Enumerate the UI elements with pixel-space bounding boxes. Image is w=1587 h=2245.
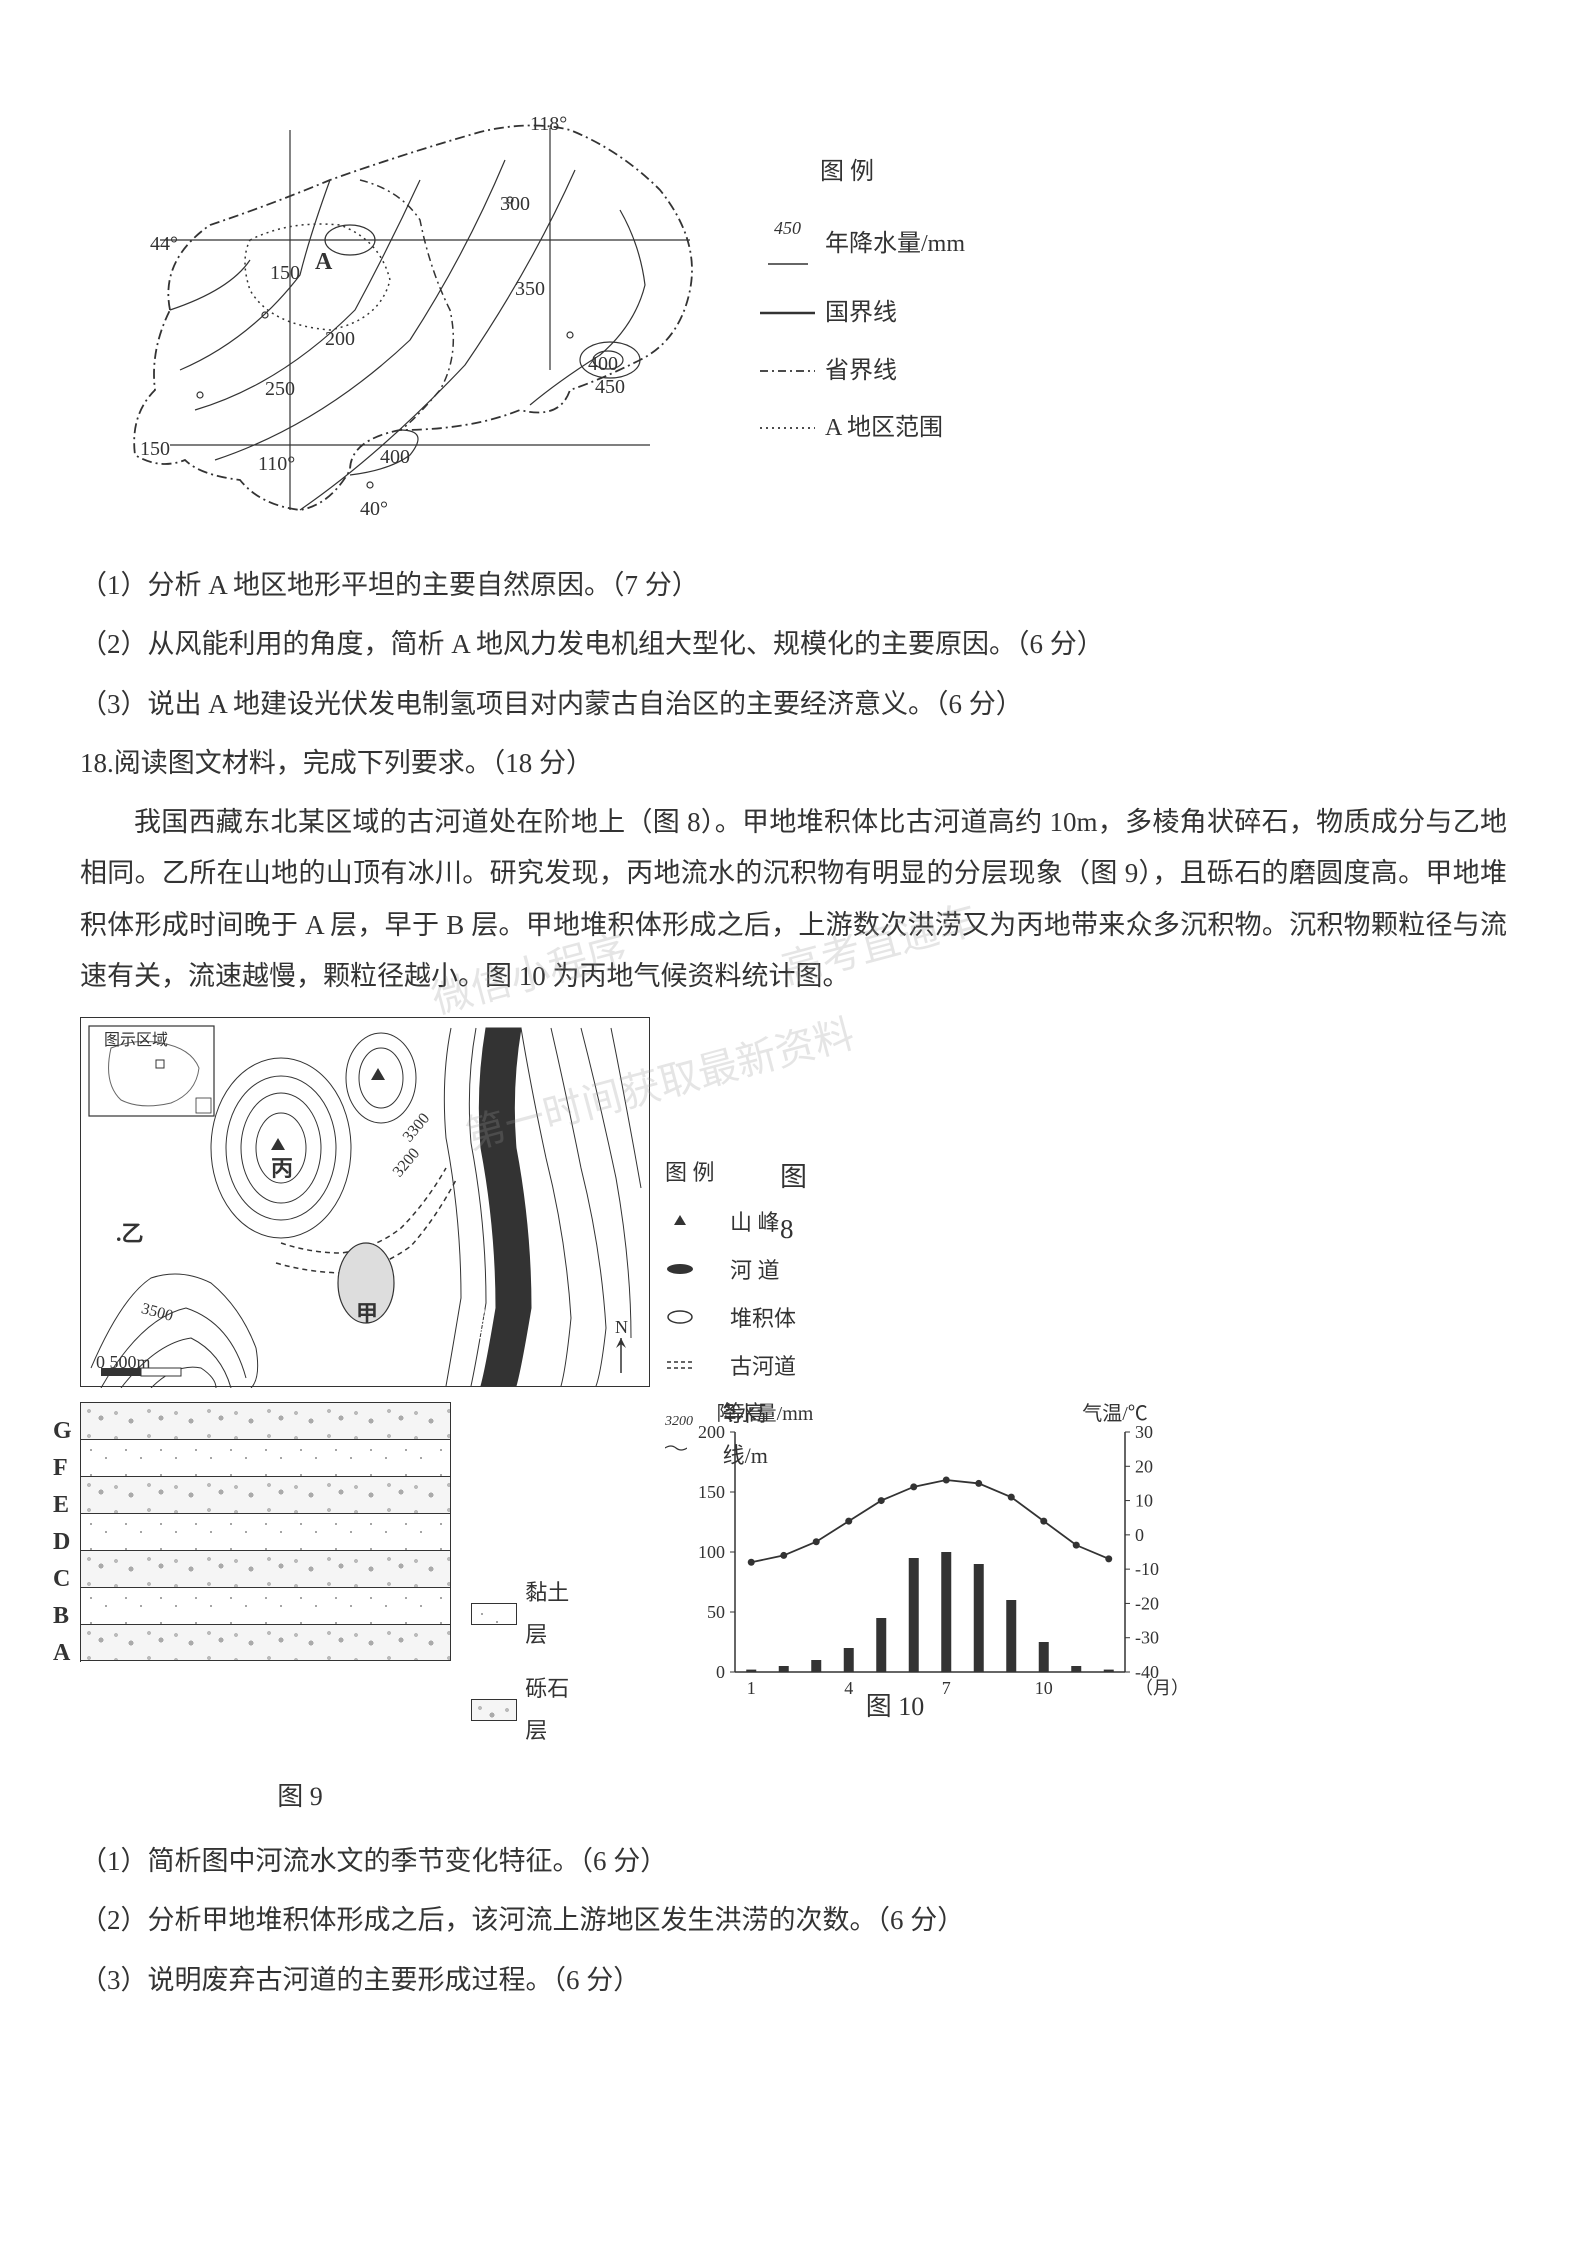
scale-label: 0 500m <box>96 1345 151 1379</box>
svg-text:（月）: （月） <box>1135 1678 1189 1698</box>
strat-layer-D: D <box>81 1513 451 1550</box>
q18-number: 18.阅读图文材料，完成下列要求。（18 分） <box>80 738 1507 789</box>
figure9-caption: 图 9 <box>80 1772 520 1821</box>
point-a-label: A <box>315 240 332 286</box>
contour-300: 300 <box>500 185 530 223</box>
svg-text:-10: -10 <box>1135 1560 1159 1580</box>
legend-item-national: 国界线 <box>760 291 965 337</box>
legend-old-river: 古河道 <box>665 1346 800 1388</box>
legend-item-precip: 450 年降水量/mm <box>760 211 965 279</box>
svg-text:100: 100 <box>698 1542 725 1562</box>
svg-text:N: N <box>615 1317 628 1337</box>
q18-1: （1）简析图中河流水文的季节变化特征。（6 分） <box>80 1836 1507 1887</box>
figure9-10-row: GFEDCBA 黏土层 砾石层 图 9 050100150200-40-30-2… <box>80 1402 1507 1821</box>
q17-3: （3）说出 A 地建设光伏发电制氢项目对内蒙古自治区的主要经济意义。（6 分） <box>80 679 1507 730</box>
figure10-container: 050100150200-40-30-20-10010203014710（月）降… <box>670 1402 1190 1731</box>
contour-3200b: 3200 <box>462 1306 495 1341</box>
contour-350: 350 <box>515 270 545 308</box>
q18-2: （2）分析甲地堆积体形成之后，该河流上游地区发生洪涝的次数。（6 分） <box>80 1895 1507 1946</box>
figure9-strat: GFEDCBA <box>80 1402 451 1662</box>
legend-deposit: 堆积体 <box>665 1298 800 1340</box>
figure8-map: N 图示区域 0 500m 甲 .乙 丙 3500 3300 3200 3200 <box>80 1017 650 1387</box>
legend-clay: 黏土层 <box>471 1572 580 1656</box>
strat-layer-B: B <box>81 1587 451 1624</box>
figure1-map: 118° 44° 110° 40° A 150 200 250 300 350 … <box>100 110 720 540</box>
legend-gravel: 砾石层 <box>471 1668 580 1752</box>
q17-1: （1）分析 A 地区地形平坦的主要自然原因。（7 分） <box>80 560 1507 611</box>
svg-text:20: 20 <box>1135 1457 1153 1477</box>
legend-title: 图 例 <box>820 150 965 196</box>
figure1-svg <box>100 110 720 540</box>
svg-text:150: 150 <box>698 1482 725 1502</box>
coord-44: 44° <box>150 225 178 263</box>
strat-layer-A: A <box>81 1624 451 1661</box>
svg-text:0: 0 <box>1135 1525 1144 1545</box>
q18-paragraph: 我国西藏东北某区域的古河道处在阶地上（图 8）。甲地堆积体比古河道高约 10m，… <box>80 797 1507 1002</box>
figure9-legend: 黏土层 砾石层 <box>471 1572 580 1763</box>
coord-40: 40° <box>360 490 388 528</box>
figure10-chart: 050100150200-40-30-20-10010203014710（月）降… <box>670 1402 1120 1682</box>
svg-text:4: 4 <box>844 1678 853 1698</box>
figure1-container: 118° 44° 110° 40° A 150 200 250 300 350 … <box>80 110 1507 540</box>
svg-text:0: 0 <box>716 1662 725 1682</box>
svg-text:10: 10 <box>1135 1491 1153 1511</box>
label-yi: .乙 <box>116 1213 144 1255</box>
strat-layer-E: E <box>81 1476 451 1513</box>
legend-item-province: 省界线 <box>760 349 965 395</box>
legend-text: A 地区范围 <box>825 406 943 452</box>
svg-text:10: 10 <box>1035 1678 1053 1698</box>
figure1-legend: 图 例 450 年降水量/mm 国界线 省界线 A 地区范围 <box>760 150 965 464</box>
contour-150a: 150 <box>270 254 300 292</box>
legend-text: 省界线 <box>825 349 897 395</box>
chart-svg: 050100150200-40-30-20-10010203014710（月）降… <box>670 1402 1190 1712</box>
strat-label: A <box>53 1631 70 1677</box>
svg-text:-30: -30 <box>1135 1628 1159 1648</box>
label-bing: 丙 <box>271 1148 293 1190</box>
svg-text:50: 50 <box>707 1602 725 1622</box>
svg-text:气温/℃: 气温/℃ <box>1082 1402 1148 1425</box>
coord-110: 110° <box>258 445 295 483</box>
legend-item-region-a: A 地区范围 <box>760 406 965 452</box>
contour-450: 450 <box>595 368 625 406</box>
svg-text:-20: -20 <box>1135 1594 1159 1614</box>
contour-400b: 400 <box>380 438 410 476</box>
figure9-container: GFEDCBA 黏土层 砾石层 图 9 <box>80 1402 580 1821</box>
svg-text:200: 200 <box>698 1422 725 1442</box>
strat-layer-C: C <box>81 1550 451 1587</box>
contour-250: 250 <box>265 370 295 408</box>
legend-river: 河 道 <box>665 1250 800 1292</box>
q18-3: （3）说明废弃古河道的主要形成过程。（6 分） <box>80 1955 1507 2006</box>
strat-layer-G: G <box>81 1402 451 1439</box>
q17-2: （2）从风能利用的角度，简析 A 地风力发电机组大型化、规模化的主要原因。（6 … <box>80 619 1507 670</box>
svg-text:30: 30 <box>1135 1422 1153 1442</box>
legend-text: 年降水量/mm <box>825 222 965 268</box>
figure8-caption: 图 8 <box>780 1152 807 1255</box>
label-jia: 甲 <box>356 1293 378 1335</box>
contour-200: 200 <box>325 320 355 358</box>
coord-118: 118° <box>530 105 567 143</box>
svg-text:降水量/mm: 降水量/mm <box>717 1402 814 1425</box>
svg-text:1: 1 <box>747 1678 756 1698</box>
legend-text: 国界线 <box>825 291 897 337</box>
inset-label: 图示区域 <box>104 1026 168 1056</box>
svg-text:7: 7 <box>942 1678 951 1698</box>
contour-150b: 150 <box>140 430 170 468</box>
figure8-row: N 图示区域 0 500m 甲 .乙 丙 3500 3300 3200 3200… <box>80 1017 1507 1387</box>
strat-layer-F: F <box>81 1439 451 1476</box>
